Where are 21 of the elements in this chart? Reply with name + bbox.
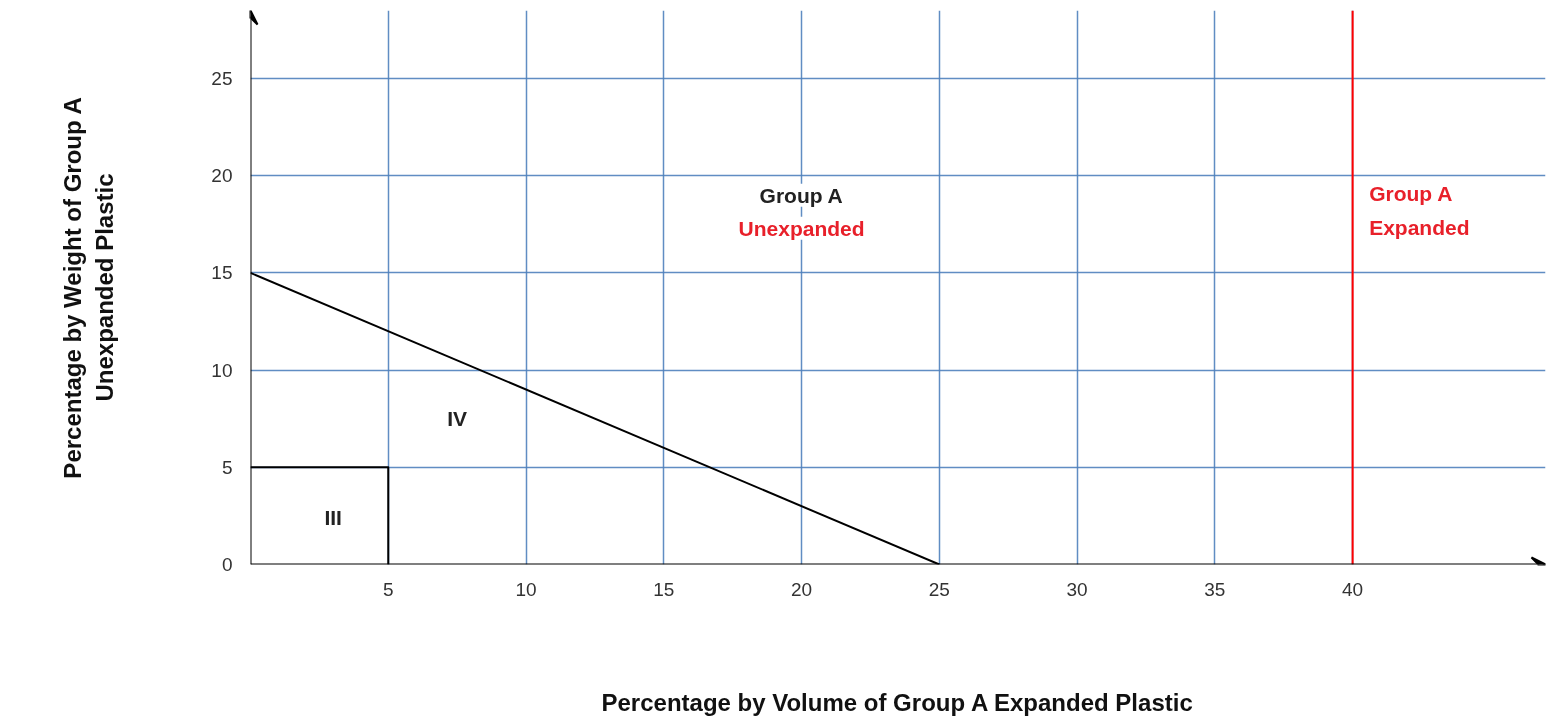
ref-line-label: Group A Expanded [1369, 181, 1470, 240]
x-tick-label: 25 [928, 578, 950, 600]
x-axis-title: Percentage by Volume of Group A Expanded Plastic [601, 688, 1193, 716]
annotation: Group A [759, 183, 843, 207]
y-tick-label: 25 [211, 68, 233, 90]
y-tick-label: 10 [211, 359, 233, 381]
y-axis-title: Percentage by Weight of Group A Unexpanded Plastic [58, 97, 119, 479]
x-tick-label: 40 [1342, 578, 1364, 600]
y-tick-label: 15 [211, 262, 233, 284]
y-tick-label: 5 [221, 456, 233, 478]
x-tick-label: 15 [653, 578, 675, 600]
annotation: Unexpanded [738, 216, 865, 240]
x-tick-label: 20 [791, 578, 813, 600]
x-tick-label: 30 [1066, 578, 1088, 600]
x-tick-label: 10 [515, 578, 537, 600]
annotation: IV [447, 407, 468, 431]
x-tick-label: 35 [1204, 578, 1226, 600]
y-tick-label: 20 [211, 165, 233, 187]
x-tick-label: 5 [382, 578, 394, 600]
y-tick-label: 0 [221, 554, 233, 575]
annotation: III [324, 506, 342, 530]
